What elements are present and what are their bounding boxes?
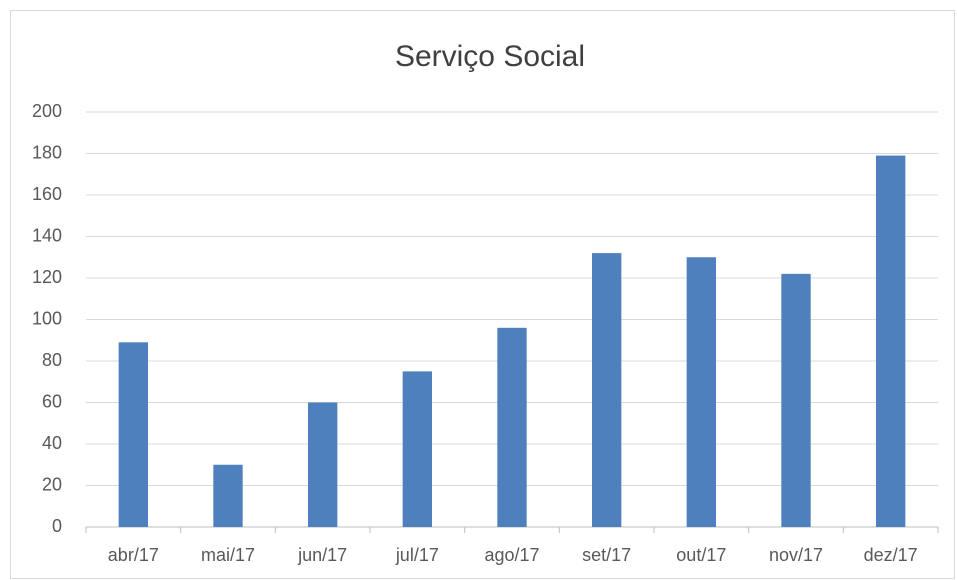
y-tick-label: 120 [32,267,62,287]
bar [781,273,811,527]
y-tick-label: 0 [52,516,62,536]
y-tick-label: 60 [42,391,62,411]
x-tick-label: mai/17 [201,545,255,565]
x-tick-label: ago/17 [484,545,539,565]
y-tick-label: 140 [32,225,62,245]
chart-title: Serviço Social [395,40,585,73]
y-tick-label: 100 [32,308,62,328]
y-tick-label: 180 [32,142,62,162]
x-tick-label: jun/17 [297,545,347,565]
bar [686,257,717,527]
x-tick-label: set/17 [582,545,631,565]
y-tick-label: 200 [32,101,62,121]
x-tick-label: out/17 [676,545,726,565]
y-tick-label: 80 [42,350,62,370]
bar [875,155,906,527]
y-tick-label: 40 [42,433,62,453]
bar [118,342,149,527]
x-tick-label: abr/17 [108,545,159,565]
bar [402,371,433,527]
bar [497,327,527,527]
bar [307,402,338,527]
bar [591,253,622,527]
y-tick-label: 160 [32,184,62,204]
x-tick-label: jul/17 [395,545,439,565]
chart-border [10,10,955,579]
x-tick-label: nov/17 [769,545,823,565]
x-tick-label: dez/17 [864,545,918,565]
y-tick-label: 20 [42,474,62,494]
bar [213,464,243,527]
